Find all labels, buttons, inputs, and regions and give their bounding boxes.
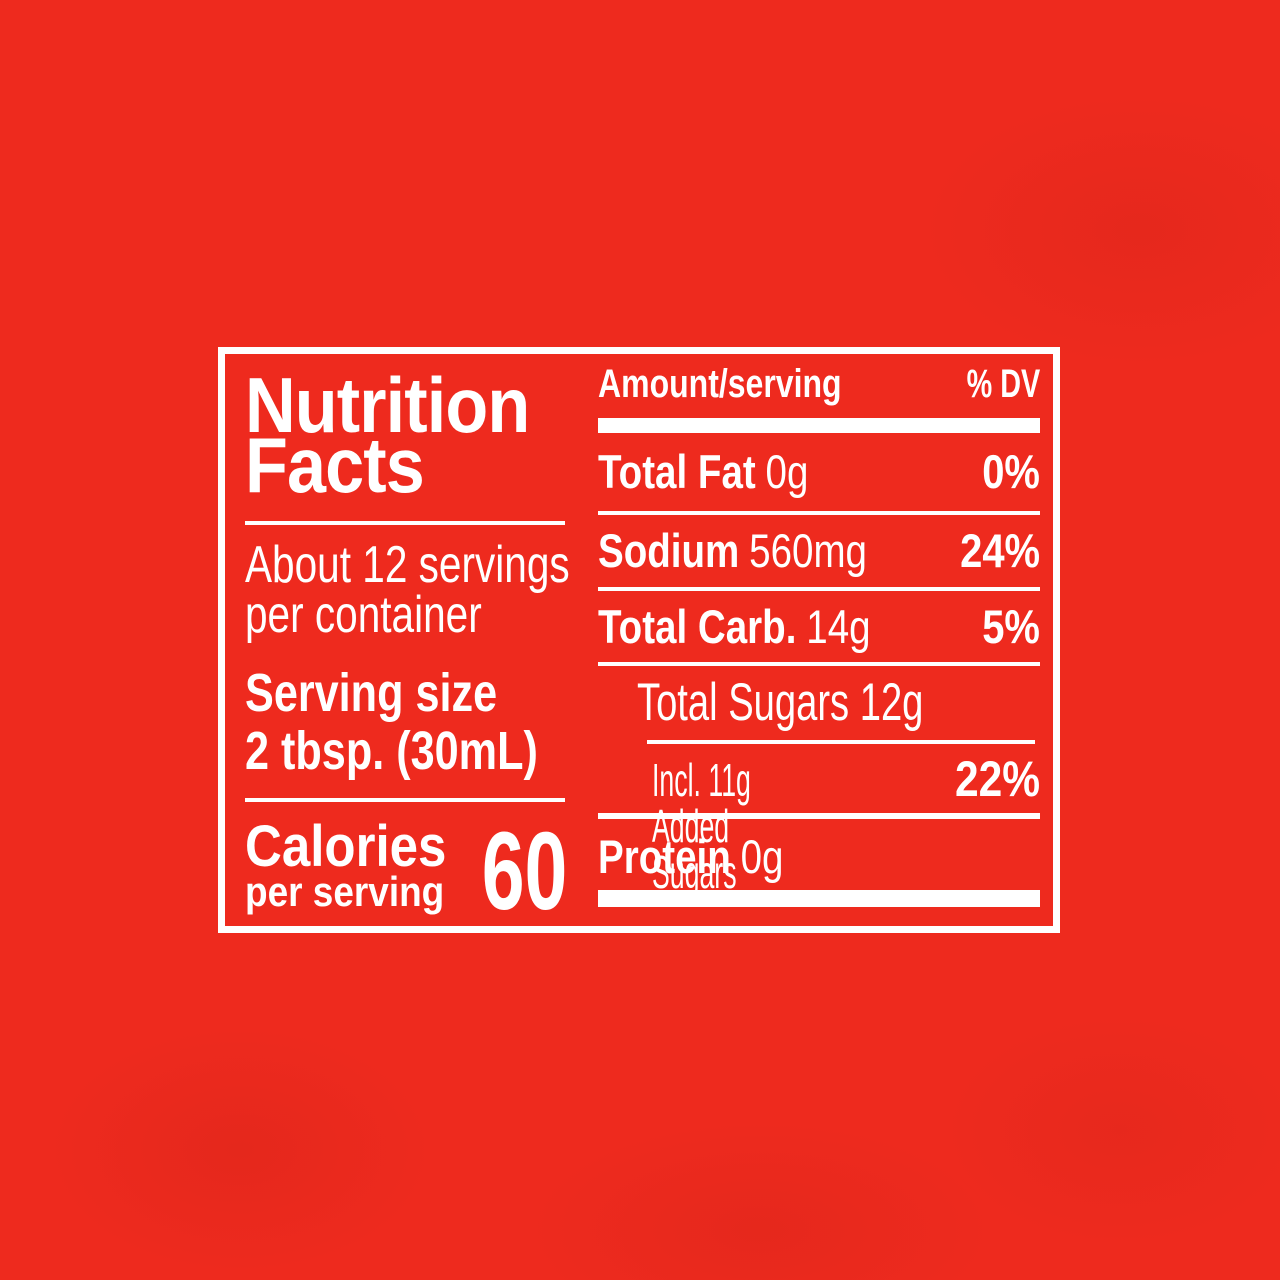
row-total-fat: Total Fat 0g 0% <box>598 448 1040 495</box>
calories-label: Calories <box>245 814 447 879</box>
amount-per-serving-header: Amount/serving % DV <box>598 364 1040 404</box>
protein-value: 0g <box>740 830 784 883</box>
servings-line2: per container <box>245 586 482 644</box>
total-carb-dv: 5% <box>982 600 1040 653</box>
total-fat-value: 0g <box>765 445 809 498</box>
title-line1: Nutrition <box>245 361 530 449</box>
nutrition-facts-label: Nutrition Facts About 12 servings per co… <box>218 347 1060 933</box>
calories-sub-label: per serving <box>245 868 445 915</box>
servings-per-container: About 12 servings per container <box>245 536 661 644</box>
thick-bar-bottom <box>598 890 1040 907</box>
servings-line1: About 12 servings <box>245 536 570 594</box>
total-carb-label: Total Carb. <box>598 600 797 653</box>
divider-3 <box>598 662 1040 666</box>
row-sodium: Sodium 560mg 24% <box>598 527 1040 574</box>
serving-size-label: Serving size <box>245 663 498 723</box>
sodium-value: 560mg <box>749 524 867 577</box>
divider-above-protein <box>598 813 1040 819</box>
sodium-dv: 24% <box>960 524 1040 577</box>
divider-under-title <box>245 521 565 525</box>
header-dv: % DV <box>966 362 1040 406</box>
total-fat-label: Total Fat <box>598 445 756 498</box>
thick-bar-top <box>598 418 1040 433</box>
divider-2 <box>598 587 1040 591</box>
row-total-sugars: Total Sugars 12g <box>637 676 1035 729</box>
header-amount: Amount/serving <box>598 362 842 406</box>
protein-label: Protein <box>598 830 731 883</box>
row-total-carb: Total Carb. 14g 5% <box>598 603 1040 650</box>
added-sugars-label: Incl. 11g Added Sugars <box>652 754 751 898</box>
divider-indented <box>647 740 1035 744</box>
divider-1 <box>598 511 1040 515</box>
serving-size: Serving size 2 tbsp. (30mL) <box>245 664 611 780</box>
divider-above-calories <box>245 798 565 802</box>
calories-value: 60 <box>481 810 567 933</box>
total-fat-dv: 0% <box>982 445 1040 498</box>
title-line2: Facts <box>245 421 425 509</box>
sodium-label: Sodium <box>598 524 740 577</box>
total-carb-value: 14g <box>806 600 871 653</box>
label-title: Nutrition Facts <box>245 361 561 509</box>
added-sugars-dv: 22% <box>954 751 1040 807</box>
row-added-sugars: Incl. 11g Added Sugars 22% <box>652 751 1040 898</box>
serving-size-value: 2 tbsp. (30mL) <box>245 721 538 781</box>
row-protein: Protein 0g <box>598 833 1040 880</box>
total-sugars-line: Total Sugars 12g <box>637 673 924 732</box>
